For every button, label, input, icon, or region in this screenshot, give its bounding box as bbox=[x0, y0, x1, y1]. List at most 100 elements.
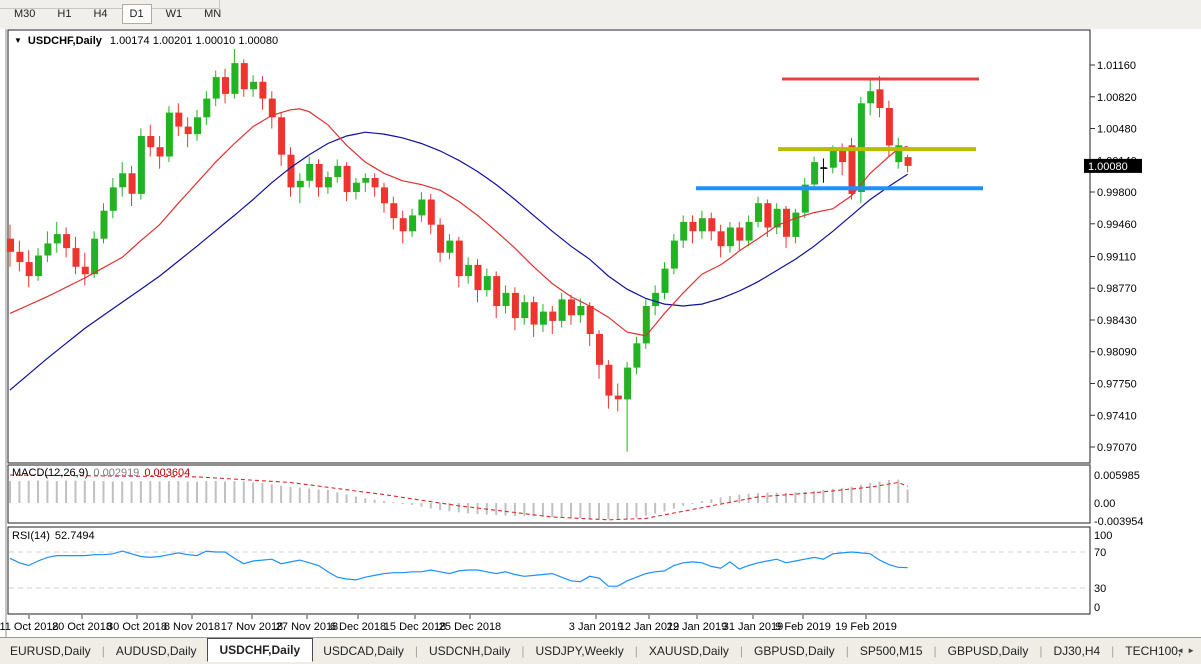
timeframe-button-mn[interactable]: MN bbox=[204, 8, 222, 20]
macd-bar bbox=[9, 481, 11, 503]
toolbar-dock-separator-v bbox=[219, 0, 220, 9]
candle bbox=[614, 383, 622, 412]
macd-bar bbox=[635, 503, 638, 518]
collapse-icon[interactable]: ▼ bbox=[14, 36, 22, 45]
timeframe-button-w1[interactable]: W1 bbox=[165, 8, 183, 20]
candle bbox=[549, 306, 557, 334]
candle bbox=[194, 109, 201, 141]
tab-gbpusd-2[interactable]: GBPUSD,Daily bbox=[947, 644, 1029, 658]
timeframe-button-d1[interactable]: D1 bbox=[121, 4, 152, 24]
candle bbox=[296, 173, 304, 204]
macd-bar bbox=[700, 501, 703, 503]
candle bbox=[184, 117, 192, 148]
macd-bar bbox=[457, 503, 460, 513]
macd-axis-label: 0.005985 bbox=[1094, 470, 1140, 482]
candle bbox=[661, 262, 669, 300]
macd-bar bbox=[392, 502, 395, 504]
candle bbox=[680, 215, 688, 249]
candle bbox=[128, 165, 136, 206]
macd-signal-line bbox=[9, 474, 908, 521]
tab-scroll-right-icon[interactable]: ► bbox=[1187, 646, 1198, 655]
tab-gbpusd-1[interactable]: GBPUSD,Daily bbox=[754, 644, 835, 658]
tab-usdchf[interactable]: USDCHF,Daily bbox=[206, 638, 314, 662]
date-label: 31 Jan 2019 bbox=[723, 621, 784, 633]
timeframe-button-h4[interactable]: H4 bbox=[93, 8, 108, 20]
candle bbox=[259, 76, 267, 110]
price-axis[interactable]: 1.011601.008201.004801.001400.998000.994… bbox=[1084, 60, 1144, 614]
candle bbox=[91, 231, 99, 278]
tab-tech100[interactable]: TECH100, bbox=[1125, 644, 1182, 658]
macd-bar bbox=[196, 481, 198, 503]
date-label: 3 Jan 2019 bbox=[569, 621, 623, 633]
macd-bar bbox=[644, 503, 647, 516]
macd-bar bbox=[448, 503, 451, 512]
tab-audusd[interactable]: AUDUSD,Daily bbox=[115, 644, 197, 658]
candle bbox=[689, 215, 697, 244]
tab-xauusd[interactable]: XAUUSD,Daily bbox=[648, 644, 729, 658]
candle bbox=[250, 75, 258, 97]
timeframe-button-h1[interactable]: H1 bbox=[57, 8, 72, 20]
price-axis-label: 1.00480 bbox=[1097, 124, 1137, 136]
candle bbox=[876, 76, 884, 118]
macd-bar bbox=[111, 481, 114, 503]
candle bbox=[642, 299, 650, 349]
candle bbox=[577, 298, 585, 323]
tab-dj30[interactable]: DJ30,H4 bbox=[1053, 644, 1101, 658]
tab-usdcnh[interactable]: USDCNH,Daily bbox=[429, 644, 511, 658]
macd-bar bbox=[887, 480, 890, 503]
macd-bar bbox=[18, 481, 21, 503]
macd-axis-label: 0.00 bbox=[1094, 498, 1115, 510]
rsi-panel[interactable] bbox=[7, 526, 1091, 615]
candle bbox=[175, 103, 183, 136]
candle bbox=[240, 59, 248, 97]
macd-bar bbox=[906, 489, 909, 503]
candle bbox=[783, 206, 790, 249]
macd-bar bbox=[579, 503, 582, 518]
candle bbox=[493, 271, 501, 319]
price-axis-label: 0.97070 bbox=[1097, 442, 1137, 454]
macd-bar bbox=[541, 503, 544, 517]
rsi-axis-label: 0 bbox=[1094, 602, 1100, 614]
candle bbox=[792, 208, 800, 244]
macd-bar bbox=[383, 501, 385, 503]
candle bbox=[455, 236, 463, 288]
tab-separator: | bbox=[414, 644, 418, 658]
price-axis-label: 0.99110 bbox=[1097, 252, 1136, 264]
macd-bar bbox=[766, 492, 769, 503]
macd-bar bbox=[803, 491, 806, 503]
price-axis-label: 0.97410 bbox=[1097, 410, 1137, 422]
tab-usdjpy[interactable]: USDJPY,Weekly bbox=[535, 644, 624, 658]
macd-bar bbox=[280, 485, 283, 503]
macd-bar bbox=[242, 481, 245, 503]
tab-usdcad[interactable]: USDCAD,Daily bbox=[323, 644, 404, 658]
macd-bar bbox=[205, 481, 208, 503]
candle bbox=[736, 221, 744, 250]
tab-separator: | bbox=[845, 644, 849, 658]
candle bbox=[147, 124, 155, 157]
chart-title: ▼ USDCHF,Daily 1.00174 1.00201 1.00010 1.0… bbox=[14, 35, 278, 47]
macd-bar bbox=[354, 496, 357, 503]
candle bbox=[334, 159, 342, 183]
candle bbox=[72, 236, 80, 275]
price-axis-label: 0.98090 bbox=[1097, 347, 1137, 359]
macd-bar bbox=[626, 503, 629, 519]
tab-eurusd[interactable]: EURUSD,Daily bbox=[10, 644, 91, 658]
timeframe-button-m30[interactable]: M30 bbox=[14, 8, 36, 20]
price-chart-panel[interactable] bbox=[7, 29, 1091, 464]
ma-fast-line bbox=[9, 108, 908, 337]
tab-separator: | bbox=[739, 644, 743, 658]
macd-bar bbox=[224, 481, 226, 503]
candle bbox=[483, 268, 491, 297]
price-axis-label: 0.98430 bbox=[1097, 315, 1137, 327]
candle bbox=[624, 362, 632, 452]
macd-bar bbox=[74, 480, 77, 503]
macd-bar bbox=[570, 503, 572, 518]
timeframe-toolbar: M30 H1 H4 D1 W1 MN bbox=[0, 0, 1201, 29]
macd-bar bbox=[336, 492, 339, 503]
macd-bar bbox=[37, 480, 39, 503]
tab-scroll-left-icon[interactable]: ◄ bbox=[1176, 646, 1188, 655]
candle bbox=[633, 336, 641, 375]
candle bbox=[25, 249, 33, 288]
tab-sp500[interactable]: SP500,M15 bbox=[859, 644, 923, 658]
